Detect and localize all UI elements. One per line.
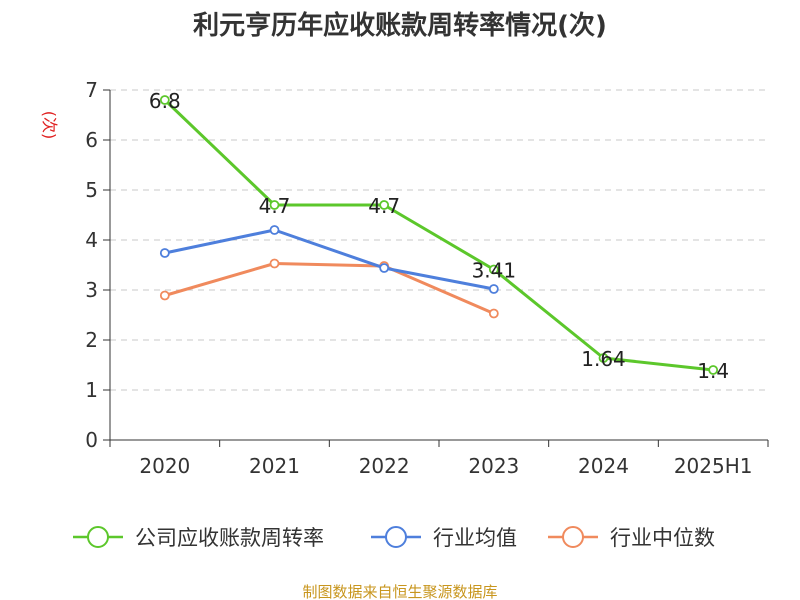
data-point [159, 95, 170, 105]
series-line [164, 262, 495, 315]
x-tick-label: 2023 [468, 454, 519, 478]
data-point [159, 248, 170, 258]
legend-label: 公司应收账款周转率 [135, 526, 324, 550]
data-label: 6.8 [149, 89, 181, 113]
data-point [379, 200, 390, 210]
data-label: 4.7 [368, 194, 400, 218]
y-tick-label: 5 [85, 178, 98, 202]
data-point [488, 284, 499, 294]
data-point [269, 225, 280, 235]
data-point [488, 308, 499, 319]
legend[interactable]: 公司应收账款周转率 行业均值 行业中位数 [73, 526, 715, 550]
data-point [269, 200, 280, 210]
legend-label: 行业均值 [433, 526, 517, 550]
y-tick-label: 2 [85, 328, 98, 352]
data-label: 1.64 [581, 347, 626, 371]
y-tick-label: 1 [85, 378, 98, 402]
legend-item[interactable]: 公司应收账款周转率 [73, 526, 324, 550]
y-tick-label: 3 [85, 278, 98, 302]
y-tick-label: 4 [85, 228, 98, 252]
chart-title: 利元亨历年应收账款周转率情况(次) [193, 10, 607, 41]
y-tick-label: 6 [85, 128, 98, 152]
data-point [379, 263, 390, 273]
y-tick-label: 0 [85, 428, 98, 452]
series-line [163, 98, 714, 372]
x-tick-label: 2025H1 [674, 454, 753, 478]
gridlines [110, 89, 768, 391]
legend-marker [562, 526, 584, 548]
legend-marker [87, 526, 109, 548]
data-point [708, 365, 719, 375]
data-label: 1.4 [697, 359, 729, 383]
data-point [159, 290, 170, 301]
x-tick-label: 2021 [249, 454, 300, 478]
data-point [598, 353, 609, 363]
y-tick-label: 7 [85, 78, 98, 102]
data-label: 4.7 [259, 194, 291, 218]
legend-marker [385, 526, 407, 548]
series-layer [159, 95, 719, 375]
series-line [164, 228, 495, 291]
x-tick-label: 2022 [359, 454, 410, 478]
data-point [488, 264, 499, 275]
data-label: 3.41 [472, 259, 517, 283]
data-point [269, 258, 280, 269]
data-labels: 6.8 4.7 4.7 3.41 1.64 1.4 [149, 89, 729, 383]
x-tick-label: 2020 [139, 454, 190, 478]
x-tick-label: 2024 [578, 454, 629, 478]
y-axis-unit-label: (次) [40, 111, 59, 140]
legend-label: 行业中位数 [610, 526, 715, 550]
legend-item[interactable]: 行业中位数 [548, 526, 715, 550]
legend-item[interactable]: 行业均值 [371, 526, 517, 550]
source-note: 制图数据来自恒生聚源数据库 [302, 583, 497, 600]
axes: 0 1 2 3 4 5 6 7 2020 2021 2022 2023 2024 2025H1 [85, 78, 769, 478]
